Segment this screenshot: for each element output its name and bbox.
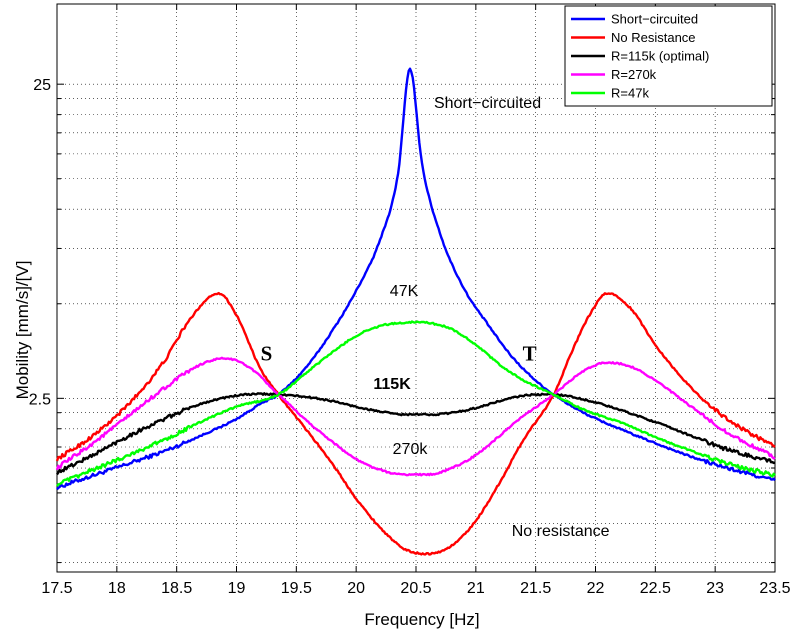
annotation-label: 47K (390, 283, 419, 300)
y-axis-label: Mobility [mm/s]/[V] (13, 261, 32, 400)
x-tick-label: 21 (467, 580, 485, 597)
legend-label: Short−circuited (611, 12, 698, 27)
x-tick-label: 17.5 (41, 580, 72, 597)
x-tick-label: 18.5 (161, 580, 192, 597)
legend-label: No Resistance (611, 30, 696, 45)
x-tick-label: 20 (347, 580, 365, 597)
x-tick-label: 20.5 (400, 580, 431, 597)
series-line (55, 291, 776, 556)
legend: Short−circuited No Resistance R=115k (opti… (564, 5, 773, 107)
x-tick-label: 21.5 (520, 580, 551, 597)
annotation-label: 270k (393, 441, 429, 458)
series-line (56, 320, 776, 487)
series-lines (55, 67, 776, 556)
series-line (55, 356, 776, 477)
axis-ticks: 17.5 18 18.5 19 19.5 20 20.5 21 21.5 22 22.5 23 23.5… (29, 4, 791, 597)
x-tick-label: 19.5 (281, 580, 312, 597)
legend-label: R=115k (optimal) (611, 49, 709, 64)
annotation-label: T (523, 341, 537, 365)
series-line (56, 67, 776, 491)
x-tick-label: 18 (108, 580, 126, 597)
legend-label: R=47k (611, 86, 649, 101)
x-tick-label: 19 (228, 580, 246, 597)
annotation-label: S (261, 341, 273, 365)
y-tick-label: 2.5 (29, 391, 51, 408)
x-tick-label: 23.5 (759, 580, 790, 597)
x-tick-label: 23 (706, 580, 724, 597)
x-axis-label: Frequency [Hz] (364, 610, 479, 629)
series-line (56, 392, 776, 476)
grid (57, 4, 775, 572)
annotation-label: Short−circuited (434, 95, 541, 112)
annotation-label: 115K (373, 376, 411, 393)
annotation-label: No resistance (512, 523, 610, 540)
x-tick-label: 22 (587, 580, 605, 597)
x-tick-label: 22.5 (640, 580, 671, 597)
y-tick-label: 25 (33, 77, 51, 94)
annotations: Short−circuited 47K 115K 270k No resistance S… (261, 95, 610, 540)
legend-label: R=270k (611, 67, 657, 82)
